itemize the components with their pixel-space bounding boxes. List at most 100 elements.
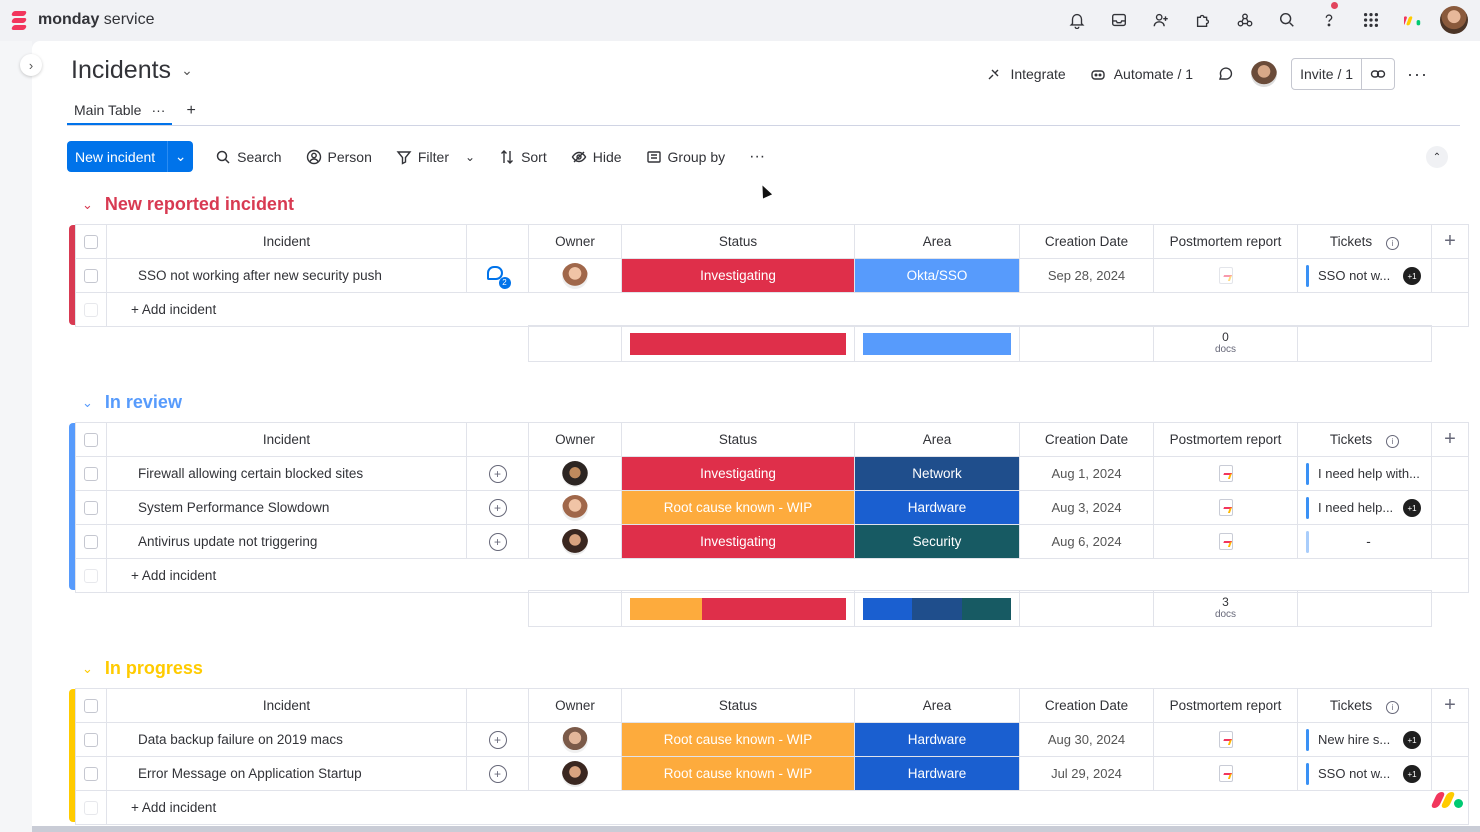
help-icon[interactable]: [1308, 0, 1350, 40]
more-tickets-badge[interactable]: +1: [1403, 731, 1421, 749]
add-update-icon[interactable]: +: [488, 730, 507, 749]
tab-main-table[interactable]: Main Table ···: [67, 97, 173, 125]
incident-name[interactable]: Firewall allowing certain blocked sites: [106, 456, 467, 491]
chevron-down-icon[interactable]: ⌄: [82, 196, 93, 212]
tickets-cell[interactable]: I need help with...: [1297, 456, 1432, 491]
postmortem-cell[interactable]: [1153, 258, 1298, 293]
board-owner-avatar[interactable]: [1251, 61, 1278, 87]
add-item-row[interactable]: + Add incident: [75, 790, 1469, 825]
owner-avatar[interactable]: [562, 494, 588, 521]
column-header-tickets[interactable]: Tickets i: [1297, 688, 1432, 723]
document-icon[interactable]: [1218, 499, 1233, 516]
column-header-postmortem[interactable]: Postmortem report: [1153, 224, 1298, 259]
app-logo[interactable]: monday service: [10, 10, 154, 30]
creation-date-cell[interactable]: Aug 30, 2024: [1019, 722, 1154, 757]
column-header-creation-date[interactable]: Creation Date: [1019, 688, 1154, 723]
integrations-icon[interactable]: [1224, 0, 1266, 40]
select-all-checkbox[interactable]: [84, 234, 98, 249]
apps-puzzle-icon[interactable]: [1182, 0, 1224, 40]
area-cell[interactable]: Hardware: [854, 490, 1020, 525]
column-header-area[interactable]: Area: [854, 688, 1020, 723]
row-checkbox[interactable]: [84, 766, 98, 781]
column-header-tickets[interactable]: Tickets i: [1297, 422, 1432, 457]
creation-date-cell[interactable]: Aug 3, 2024: [1019, 490, 1154, 525]
document-icon[interactable]: [1218, 765, 1233, 782]
group-title-in-progress[interactable]: ⌄ In progress: [82, 658, 203, 678]
add-update-icon[interactable]: +: [488, 498, 507, 517]
chevron-down-icon[interactable]: ⌄: [82, 394, 93, 410]
column-header-area[interactable]: Area: [854, 224, 1020, 259]
info-icon[interactable]: i: [1386, 236, 1400, 250]
group-by-button[interactable]: Group by: [634, 141, 738, 172]
info-icon[interactable]: i: [1386, 434, 1400, 448]
owner-avatar[interactable]: [562, 460, 588, 487]
table-row[interactable]: System Performance Slowdown + Root cause…: [75, 490, 1469, 525]
incident-name[interactable]: Error Message on Application Startup: [106, 756, 467, 791]
owner-avatar[interactable]: [562, 760, 588, 787]
owner-avatar[interactable]: [562, 262, 588, 289]
table-row[interactable]: SSO not working after new security push …: [75, 258, 1469, 293]
column-header-postmortem[interactable]: Postmortem report: [1153, 422, 1298, 457]
search-button[interactable]: Search: [203, 141, 293, 172]
area-cell[interactable]: Okta/SSO: [854, 258, 1020, 293]
add-column-button[interactable]: +: [1431, 422, 1469, 457]
updates-icon[interactable]: 2: [486, 265, 511, 289]
add-view-button[interactable]: +: [186, 102, 196, 119]
row-checkbox[interactable]: [84, 500, 98, 515]
select-all-checkbox[interactable]: [84, 432, 98, 447]
incident-name[interactable]: Antivirus update not triggering: [106, 524, 467, 559]
hide-button[interactable]: Hide: [559, 141, 634, 172]
add-incident-input[interactable]: + Add incident: [106, 558, 1469, 593]
column-header-status[interactable]: Status: [621, 422, 855, 457]
status-cell[interactable]: Investigating: [621, 456, 855, 491]
updates-button[interactable]: [1205, 59, 1245, 89]
creation-date-cell[interactable]: Jul 29, 2024: [1019, 756, 1154, 791]
group-title-new-reported[interactable]: ⌄ New reported incident: [82, 194, 294, 214]
status-summary-bar[interactable]: [621, 325, 855, 362]
column-header-incident[interactable]: Incident: [106, 688, 467, 723]
filter-button[interactable]: Filter ⌄: [384, 141, 487, 172]
sort-button[interactable]: Sort: [487, 141, 559, 172]
column-header-tickets[interactable]: Tickets i: [1297, 224, 1432, 259]
document-icon[interactable]: [1218, 267, 1233, 284]
more-tickets-badge[interactable]: +1: [1403, 267, 1421, 285]
column-header-incident[interactable]: Incident: [106, 422, 467, 457]
incident-name[interactable]: SSO not working after new security push: [106, 258, 467, 293]
add-incident-input[interactable]: + Add incident: [106, 790, 1469, 825]
column-header-status[interactable]: Status: [621, 688, 855, 723]
column-header-status[interactable]: Status: [621, 224, 855, 259]
area-cell[interactable]: Security: [854, 524, 1020, 559]
status-cell[interactable]: Root cause known - WIP: [621, 756, 855, 791]
row-checkbox[interactable]: [84, 268, 98, 283]
user-avatar[interactable]: [1440, 6, 1468, 34]
tickets-cell[interactable]: SSO not w... +1: [1297, 756, 1432, 791]
chevron-down-icon[interactable]: ⌄: [167, 141, 193, 172]
area-cell[interactable]: Hardware: [854, 722, 1020, 757]
more-options-icon[interactable]: ···: [1407, 63, 1428, 84]
area-cell[interactable]: Hardware: [854, 756, 1020, 791]
status-summary-bar[interactable]: [621, 590, 855, 627]
document-icon[interactable]: [1218, 731, 1233, 748]
row-checkbox[interactable]: [84, 534, 98, 549]
chevron-down-icon[interactable]: ⌄: [82, 660, 93, 676]
monday-products-icon[interactable]: [1392, 0, 1434, 40]
invite-button[interactable]: Invite / 1: [1291, 58, 1396, 90]
status-cell[interactable]: Investigating: [621, 524, 855, 559]
column-header-area[interactable]: Area: [854, 422, 1020, 457]
add-update-icon[interactable]: +: [488, 532, 507, 551]
owner-avatar[interactable]: [562, 528, 588, 555]
select-all-checkbox[interactable]: [84, 698, 98, 713]
integrate-button[interactable]: Integrate: [974, 59, 1077, 89]
add-item-row[interactable]: + Add incident: [75, 292, 1469, 327]
column-header-creation-date[interactable]: Creation Date: [1019, 422, 1154, 457]
more-tickets-badge[interactable]: +1: [1403, 499, 1421, 517]
column-header-creation-date[interactable]: Creation Date: [1019, 224, 1154, 259]
incident-name[interactable]: Data backup failure on 2019 macs: [106, 722, 467, 757]
table-row[interactable]: Firewall allowing certain blocked sites …: [75, 456, 1469, 491]
column-header-owner[interactable]: Owner: [528, 422, 622, 457]
info-icon[interactable]: i: [1386, 700, 1400, 714]
table-row[interactable]: Antivirus update not triggering + Invest…: [75, 524, 1469, 559]
group-title-in-review[interactable]: ⌄ In review: [82, 392, 182, 412]
tickets-cell[interactable]: New hire s... +1: [1297, 722, 1432, 757]
creation-date-cell[interactable]: Aug 6, 2024: [1019, 524, 1154, 559]
